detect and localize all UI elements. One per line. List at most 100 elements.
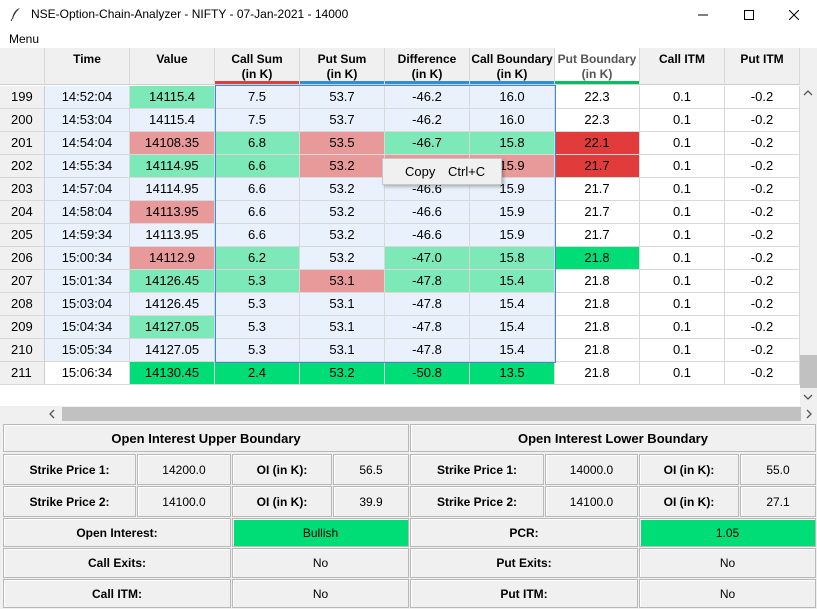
- table-row[interactable]: 199 14:52:04 14115.4 7.5 53.7 -46.2 16.0 22.3 0.…: [0, 86, 800, 109]
- cell-call-sum[interactable]: 6.6: [215, 224, 300, 247]
- cell-call-boundary[interactable]: 15.8: [470, 132, 555, 155]
- cell-time[interactable]: 15:04:34: [45, 316, 130, 339]
- scroll-right-icon[interactable]: [805, 409, 813, 419]
- cell-difference[interactable]: -50.8: [385, 362, 470, 385]
- table-row[interactable]: 210 15:05:34 14127.05 5.3 53.1 -47.8 15.4 21.8 0…: [0, 339, 800, 362]
- cell-put-boundary[interactable]: 22.1: [555, 132, 640, 155]
- cell-put-itm[interactable]: -0.2: [725, 362, 800, 385]
- cell-call-sum[interactable]: 5.3: [215, 270, 300, 293]
- cell-value[interactable]: 14126.45: [130, 293, 215, 316]
- row-index[interactable]: 204: [0, 201, 45, 224]
- column-header-call-sum[interactable]: Call Sum (in K): [215, 48, 300, 85]
- cell-difference[interactable]: -46.2: [385, 86, 470, 109]
- cell-difference[interactable]: -46.7: [385, 132, 470, 155]
- cell-put-itm[interactable]: -0.2: [725, 86, 800, 109]
- table-row[interactable]: 206 15:00:34 14112.9 6.2 53.2 -47.0 15.8 21.8 0.…: [0, 247, 800, 270]
- cell-value[interactable]: 14108.35: [130, 132, 215, 155]
- cell-put-boundary[interactable]: 21.8: [555, 247, 640, 270]
- cell-value[interactable]: 14112.9: [130, 247, 215, 270]
- cell-call-boundary[interactable]: 15.9: [470, 201, 555, 224]
- cell-value[interactable]: 14127.05: [130, 339, 215, 362]
- cell-put-sum[interactable]: 53.2: [300, 224, 385, 247]
- cell-call-itm[interactable]: 0.1: [640, 86, 725, 109]
- row-index[interactable]: 199: [0, 86, 45, 109]
- cell-call-sum[interactable]: 7.5: [215, 86, 300, 109]
- column-header-time[interactable]: Time: [45, 48, 130, 85]
- cell-call-sum[interactable]: 7.5: [215, 109, 300, 132]
- cell-put-boundary[interactable]: 21.8: [555, 270, 640, 293]
- cell-put-itm[interactable]: -0.2: [725, 270, 800, 293]
- cell-call-sum[interactable]: 6.6: [215, 178, 300, 201]
- cell-time[interactable]: 15:00:34: [45, 247, 130, 270]
- cell-call-itm[interactable]: 0.1: [640, 316, 725, 339]
- cell-call-boundary[interactable]: 16.0: [470, 86, 555, 109]
- cell-put-boundary[interactable]: 21.8: [555, 293, 640, 316]
- cell-put-boundary[interactable]: 21.7: [555, 155, 640, 178]
- table-row[interactable]: 201 14:54:04 14108.35 6.8 53.5 -46.7 15.8 22.1 0…: [0, 132, 800, 155]
- cell-put-itm[interactable]: -0.2: [725, 201, 800, 224]
- column-header-put-sum[interactable]: Put Sum (in K): [300, 48, 385, 85]
- cell-value[interactable]: 14115.4: [130, 109, 215, 132]
- table-row[interactable]: 207 15:01:34 14126.45 5.3 53.1 -47.8 15.4 21.8 0…: [0, 270, 800, 293]
- cell-put-boundary[interactable]: 21.7: [555, 201, 640, 224]
- cell-put-sum[interactable]: 53.1: [300, 293, 385, 316]
- cell-call-itm[interactable]: 0.1: [640, 339, 725, 362]
- scroll-down-icon[interactable]: [803, 393, 813, 401]
- row-index[interactable]: 210: [0, 339, 45, 362]
- cell-call-boundary[interactable]: 13.5: [470, 362, 555, 385]
- row-index[interactable]: 209: [0, 316, 45, 339]
- cell-call-sum[interactable]: 6.6: [215, 155, 300, 178]
- cell-value[interactable]: 14114.95: [130, 178, 215, 201]
- cell-value[interactable]: 14113.95: [130, 201, 215, 224]
- cell-put-itm[interactable]: -0.2: [725, 178, 800, 201]
- column-header-difference[interactable]: Difference (in K): [385, 48, 470, 85]
- horizontal-scroll-thumb[interactable]: [62, 407, 801, 421]
- table-row[interactable]: 205 14:59:34 14113.95 6.6 53.2 -46.6 15.9 21.7 0…: [0, 224, 800, 247]
- vertical-scrollbar[interactable]: [800, 86, 817, 406]
- cell-put-itm[interactable]: -0.2: [725, 224, 800, 247]
- cell-put-boundary[interactable]: 21.8: [555, 339, 640, 362]
- cell-value[interactable]: 14130.45: [130, 362, 215, 385]
- cell-put-itm[interactable]: -0.2: [725, 132, 800, 155]
- context-menu-copy[interactable]: Copy Ctrl+C: [405, 164, 485, 179]
- minimize-button[interactable]: [680, 0, 726, 29]
- cell-difference[interactable]: -47.8: [385, 316, 470, 339]
- cell-put-sum[interactable]: 53.7: [300, 109, 385, 132]
- cell-put-itm[interactable]: -0.2: [725, 155, 800, 178]
- cell-put-itm[interactable]: -0.2: [725, 293, 800, 316]
- row-index[interactable]: 205: [0, 224, 45, 247]
- cell-put-boundary[interactable]: 22.3: [555, 86, 640, 109]
- cell-time[interactable]: 14:55:34: [45, 155, 130, 178]
- cell-put-sum[interactable]: 53.7: [300, 86, 385, 109]
- column-header-call-itm[interactable]: Call ITM: [640, 48, 725, 85]
- row-index[interactable]: 203: [0, 178, 45, 201]
- cell-difference[interactable]: -46.2: [385, 109, 470, 132]
- cell-put-sum[interactable]: 53.2: [300, 155, 385, 178]
- cell-difference[interactable]: -47.8: [385, 293, 470, 316]
- table-row[interactable]: 200 14:53:04 14115.4 7.5 53.7 -46.2 16.0 22.3 0.…: [0, 109, 800, 132]
- cell-value[interactable]: 14114.95: [130, 155, 215, 178]
- cell-difference[interactable]: -47.0: [385, 247, 470, 270]
- row-index[interactable]: 207: [0, 270, 45, 293]
- menu-item-menu[interactable]: Menu: [9, 32, 40, 46]
- cell-put-sum[interactable]: 53.1: [300, 316, 385, 339]
- cell-put-itm[interactable]: -0.2: [725, 316, 800, 339]
- cell-call-itm[interactable]: 0.1: [640, 362, 725, 385]
- cell-put-sum[interactable]: 53.2: [300, 201, 385, 224]
- cell-put-sum[interactable]: 53.2: [300, 178, 385, 201]
- cell-call-itm[interactable]: 0.1: [640, 224, 725, 247]
- cell-put-boundary[interactable]: 22.3: [555, 109, 640, 132]
- column-header-value[interactable]: Value: [130, 48, 215, 85]
- cell-call-sum[interactable]: 6.8: [215, 132, 300, 155]
- option-chain-table[interactable]: Time Value Call Sum (in K) Put Sum (in K) Diff…: [0, 48, 800, 406]
- column-header-put-boundary[interactable]: Put Boundary (in K): [555, 48, 640, 85]
- cell-call-boundary[interactable]: 15.4: [470, 316, 555, 339]
- vertical-scroll-thumb[interactable]: [800, 355, 817, 388]
- cell-difference[interactable]: -46.6: [385, 224, 470, 247]
- cell-time[interactable]: 14:52:04: [45, 86, 130, 109]
- column-header-put-itm[interactable]: Put ITM: [725, 48, 800, 85]
- cell-put-sum[interactable]: 53.2: [300, 362, 385, 385]
- row-index[interactable]: 201: [0, 132, 45, 155]
- cell-call-itm[interactable]: 0.1: [640, 155, 725, 178]
- cell-call-boundary[interactable]: 15.9: [470, 224, 555, 247]
